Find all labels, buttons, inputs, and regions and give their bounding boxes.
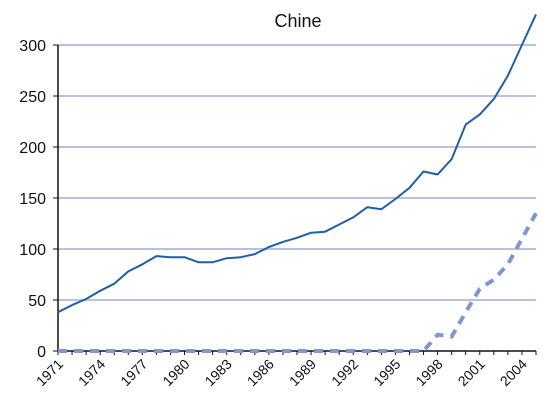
x-tick-label: 1986 <box>244 356 277 389</box>
x-tick-label: 1992 <box>328 356 361 389</box>
y-tick-label: 300 <box>19 38 46 55</box>
x-tick-label: 1977 <box>117 356 150 389</box>
x-tick-label: 2001 <box>455 356 488 389</box>
x-tick-label: 1989 <box>286 356 319 389</box>
x-tick-labels: 1971 1974 1977 1980 1983 1986 1989 1992 1995 1998… <box>33 356 530 389</box>
axes <box>53 44 537 355</box>
x-tick-label: 1995 <box>370 356 403 389</box>
y-tick-label: 200 <box>19 140 46 157</box>
series-line-dashed <box>58 212 538 353</box>
series-line-solid <box>57 13 537 314</box>
chart-title: Chine <box>274 11 321 31</box>
x-tick-label: 1980 <box>159 356 192 389</box>
y-tick-label: 150 <box>19 191 46 208</box>
series-lines <box>57 13 538 353</box>
gridlines <box>58 44 536 301</box>
y-tick-label: 0 <box>37 344 46 361</box>
x-tick-label: 2004 <box>497 356 530 389</box>
x-tick-label: 1998 <box>412 356 445 389</box>
y-tick-labels: 0 50 100 150 200 250 300 <box>19 38 46 361</box>
y-tick-label: 50 <box>28 293 46 310</box>
y-tick-label: 250 <box>19 89 46 106</box>
y-tick-label: 100 <box>19 242 46 259</box>
x-tick-label: 1974 <box>75 356 108 389</box>
x-tick-label: 1983 <box>201 356 234 389</box>
